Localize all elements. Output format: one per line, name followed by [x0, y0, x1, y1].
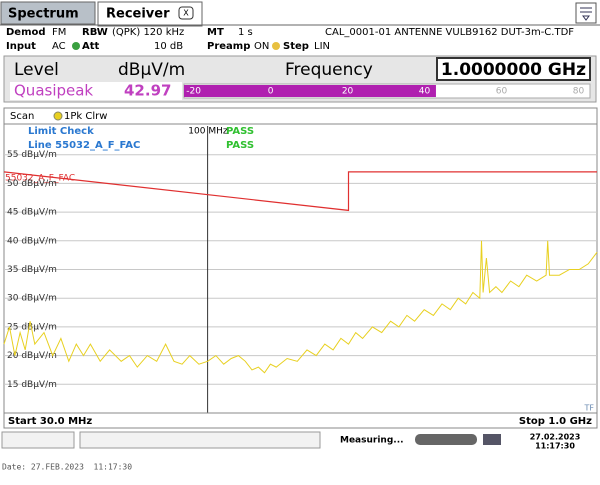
label: RBW — [82, 27, 108, 38]
label: Demod — [6, 27, 46, 38]
label: MT — [207, 27, 224, 38]
marker-label: 100 MHz — [188, 127, 228, 137]
status-box — [79, 431, 321, 449]
frequency[interactable]: 1.0000000 GHz — [441, 60, 586, 80]
menu-icon — [580, 7, 592, 21]
limit-check: Limit Check — [28, 126, 94, 137]
bar-tick-label: 0 — [268, 87, 274, 97]
status-icon — [483, 434, 501, 445]
value: (QPK) 120 kHz — [112, 27, 184, 38]
close-button[interactable] — [178, 6, 194, 20]
trace — [3, 240, 598, 374]
indicator — [272, 42, 280, 50]
time: 11:17:30 — [535, 442, 575, 451]
meter-fill — [184, 85, 436, 97]
value: ON — [254, 41, 269, 52]
y-tick-label: 45 dBµV/m — [7, 208, 57, 218]
date: 27.02.2023 — [530, 433, 581, 442]
limit-result: PASS — [226, 126, 254, 137]
limit-name: 55032_A_F_FAC — [5, 174, 75, 184]
value: AC — [52, 41, 66, 52]
y-tick-label: 20 dBµV/m — [7, 351, 57, 361]
y-tick-label: 55 dBµV/m — [7, 150, 57, 160]
tab-label[interactable]: Spectrum — [8, 7, 79, 22]
bar-tick-label: 60 — [496, 87, 508, 97]
status-box — [1, 431, 75, 449]
bar-tick-label: 20 — [342, 87, 354, 97]
label: Step — [283, 41, 309, 52]
indicator — [72, 42, 80, 50]
y-tick-label: 30 dBµV/m — [7, 294, 57, 304]
bar-tick-label: 40 — [419, 87, 431, 97]
limit-line-label: Line 55032_A_F_FAC — [28, 140, 140, 151]
legend-label: 1Pk Clrw — [64, 111, 107, 122]
stop-label: Stop 1.0 GHz — [519, 416, 592, 427]
value: FM — [52, 27, 66, 38]
value: LIN — [314, 41, 330, 52]
value: 1 s — [238, 27, 253, 38]
value: CAL_0001-01 ANTENNE VULB9162 DUT-3m-C.TD… — [325, 27, 574, 38]
scan-label: Scan — [10, 111, 34, 122]
start-label: Start 30.0 MHz — [8, 416, 92, 427]
chart-frame — [3, 107, 598, 429]
limit-line — [3, 171, 597, 212]
y-tick-label: 40 dBµV/m — [7, 236, 57, 246]
tab-label[interactable]: Receiver — [106, 7, 170, 22]
level-value: 42.97 — [124, 82, 171, 100]
frequency-label: Frequency — [285, 60, 373, 80]
detector: Quasipeak — [14, 82, 93, 100]
label: Input — [6, 41, 36, 52]
tf-label: TF — [584, 404, 595, 413]
close-icon[interactable]: X — [183, 9, 189, 18]
value: 10 dB — [154, 41, 183, 52]
y-tick-label: 15 dBµV/m — [7, 380, 57, 390]
measuring: Measuring... — [340, 436, 404, 446]
unit: dBµV/m — [118, 60, 185, 80]
y-tick-label: 50 dBµV/m — [7, 179, 57, 189]
detector-box — [10, 82, 182, 100]
frequency-box[interactable] — [436, 57, 591, 81]
level-label: Level — [14, 60, 59, 80]
bar-tick-label: -20 — [186, 87, 201, 97]
bar-tick-label: 80 — [573, 87, 585, 97]
y-tick-label: 25 dBµV/m — [7, 322, 57, 332]
y-tick-label: 35 dBµV/m — [7, 265, 57, 275]
progress-bar — [415, 434, 477, 445]
footer: Date: 27.FEB.2023 11:17:30 — [2, 463, 132, 472]
legend-marker — [53, 111, 63, 121]
label: Att — [82, 41, 100, 52]
limit-result: PASS — [226, 140, 254, 151]
label: Preamp — [207, 41, 250, 52]
tab[interactable] — [0, 1, 96, 25]
